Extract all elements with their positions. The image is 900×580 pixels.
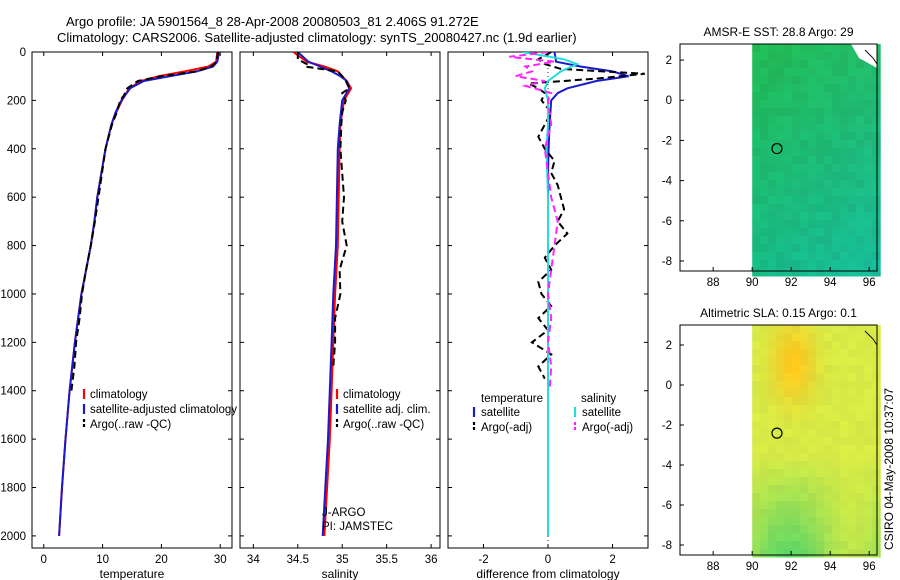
salinity-legend-label-2: Argo(..raw -QC) — [343, 419, 424, 431]
sla_map-title: Altimetric SLA: 0.15 Argo: 0.1 — [700, 306, 857, 320]
difference-xlabel: difference from climatology — [476, 567, 619, 580]
temperature-xtick-label-1: 10 — [96, 554, 109, 566]
salinity-annotation-1: PI: JAMSTEC — [322, 521, 393, 533]
sla_map-xtick-label-4: 96 — [863, 561, 876, 573]
depth-tick-label-7: 1400 — [0, 386, 26, 398]
sla_map-ytick-label-2: -2 — [662, 420, 672, 432]
salinity-legend-label-0: climatology — [343, 389, 401, 401]
temperature-panel: 0 10 20 30 0 200 400 600 800 1000 1200 1400 1600 1800… — [0, 47, 237, 580]
sla_map-xtick-label-3: 94 — [824, 561, 837, 573]
temperature-frame — [31, 51, 233, 549]
depth-tick-label-4: 800 — [7, 241, 26, 253]
temperature-xtick-label-0: 0 — [41, 554, 47, 566]
sla_map-xtick-label-0: 88 — [707, 561, 720, 573]
sst-map-missing-data-patch — [851, 44, 877, 68]
depth-tick-label-2: 400 — [7, 144, 26, 156]
diff-legend-title-salinity: salinity — [581, 393, 616, 405]
sst_map-xtick-label-4: 96 — [863, 277, 876, 289]
temperature-xtick-label-3: 30 — [214, 554, 227, 566]
temperature-series-argo — [70, 52, 219, 391]
sla_map-argo-location-marker — [771, 427, 783, 439]
difference-xtick-label-0: -2 — [478, 554, 488, 566]
sst_map-xtick-label-2: 92 — [785, 277, 798, 289]
salinity-panel: 34 34.5 35 35.5 36 salinity climatology satelli… — [239, 51, 441, 580]
salinity-xtick-label-1: 34.5 — [287, 554, 309, 566]
salinity-xtick-label-2: 35 — [336, 554, 349, 566]
sst_map-panel: 88 90 92 94 96 2 0 -2 -4 -6 -8 AMSR-E SST: 28.8 Arg… — [662, 25, 881, 289]
temperature-legend-label-0: climatology — [90, 389, 148, 401]
salinity-xtick-label-0: 34 — [247, 554, 260, 566]
diff-legend-label-left-0: satellite — [481, 407, 520, 419]
sla_map-ytick-label-1: 0 — [666, 380, 672, 392]
salinity-xtick-label-4: 36 — [425, 554, 438, 566]
depth-tick-label-1: 200 — [7, 95, 26, 107]
depth-tick-label-8: 1600 — [0, 434, 26, 446]
depth-tick-label-0: 0 — [20, 47, 26, 59]
depth-tick-label-3: 600 — [7, 192, 26, 204]
side-timestamp-label: CSIRO 04-May-2008 10:37:07 — [882, 388, 896, 550]
sst_map-coastline — [864, 49, 878, 65]
depth-tick-label-9: 1800 — [0, 483, 26, 495]
salinity-xlabel: salinity — [322, 567, 359, 580]
sst_map-xtick-label-0: 88 — [707, 277, 720, 289]
sla_map-panel: 88 90 92 94 96 2 0 -2 -4 -6 -8 Altimetric SLA: 0.15… — [662, 306, 881, 573]
sst_map-ytick-label-1: 0 — [666, 95, 672, 107]
sla_map-xtick-label-1: 90 — [746, 561, 759, 573]
difference-xtick-label-1: 0 — [545, 554, 551, 566]
salinity-xtick-label-3: 35.5 — [375, 554, 397, 566]
sla_map-ytick-label-3: -4 — [662, 460, 673, 472]
temperature-legend-label-2: Argo(..raw -QC) — [90, 419, 171, 431]
sla_map-ytick-label-4: -6 — [662, 500, 672, 512]
title-line-1: Argo profile: JA 5901564_8 28-Apr-2008 2… — [66, 14, 479, 29]
salinity-legend-label-1: satellite adj. clim. — [343, 404, 431, 416]
sst_map-argo-location-marker — [771, 142, 783, 155]
sst_map-title: AMSR-E SST: 28.8 Argo: 29 — [703, 25, 853, 39]
sla_map-ytick-label-0: 2 — [666, 340, 672, 352]
difference-xtick-label-2: 2 — [609, 554, 615, 566]
depth-tick-label-10: 2000 — [0, 531, 26, 543]
temperature-xlabel: temperature — [100, 567, 165, 580]
sst_map-ytick-label-3: -4 — [662, 176, 673, 188]
sla_map-coastline — [864, 330, 878, 346]
sst_map-ytick-label-2: -2 — [662, 135, 672, 147]
sst_map-ytick-label-4: -6 — [662, 216, 672, 228]
salinity-series-argo — [296, 52, 351, 367]
diff-legend-label-left-1: Argo(-adj) — [481, 422, 532, 434]
sst_map-field — [752, 44, 881, 277]
sst_map-ytick-label-5: -8 — [662, 256, 672, 268]
sst_map-ytick-label-0: 2 — [666, 55, 672, 67]
sst_map-xtick-label-3: 94 — [824, 277, 837, 289]
sla_map-xtick-label-2: 92 — [785, 561, 798, 573]
title-line-2: Climatology: CARS2006. Satellite-adjuste… — [57, 30, 577, 45]
difference-series-sat_diff — [522, 52, 580, 536]
depth-tick-label-6: 1200 — [0, 337, 26, 349]
diff-legend-label-right-1: Argo(-adj) — [582, 422, 633, 434]
sst_map-xtick-label-1: 90 — [746, 277, 759, 289]
depth-tick-label-5: 1000 — [0, 289, 26, 301]
salinity-annotation-0: J-ARGO — [322, 507, 366, 519]
sla_map-ytick-label-5: -8 — [662, 540, 672, 552]
difference-series-argo_diff — [509, 52, 559, 391]
sla_map-frame — [679, 324, 878, 556]
diff-legend-title-temperature: temperature — [481, 393, 543, 405]
sst_map-frame — [679, 43, 878, 272]
temperature-xtick-label-2: 20 — [155, 554, 168, 566]
diff-legend-label-right-0: satellite — [582, 407, 621, 419]
chart-panels: 0 10 20 30020040060080010001200140016001800… — [0, 25, 881, 580]
difference-series-argo — [524, 52, 645, 380]
sla_map-field — [752, 325, 881, 558]
temperature-legend-label-1: satellite-adjusted climatology — [90, 404, 237, 416]
